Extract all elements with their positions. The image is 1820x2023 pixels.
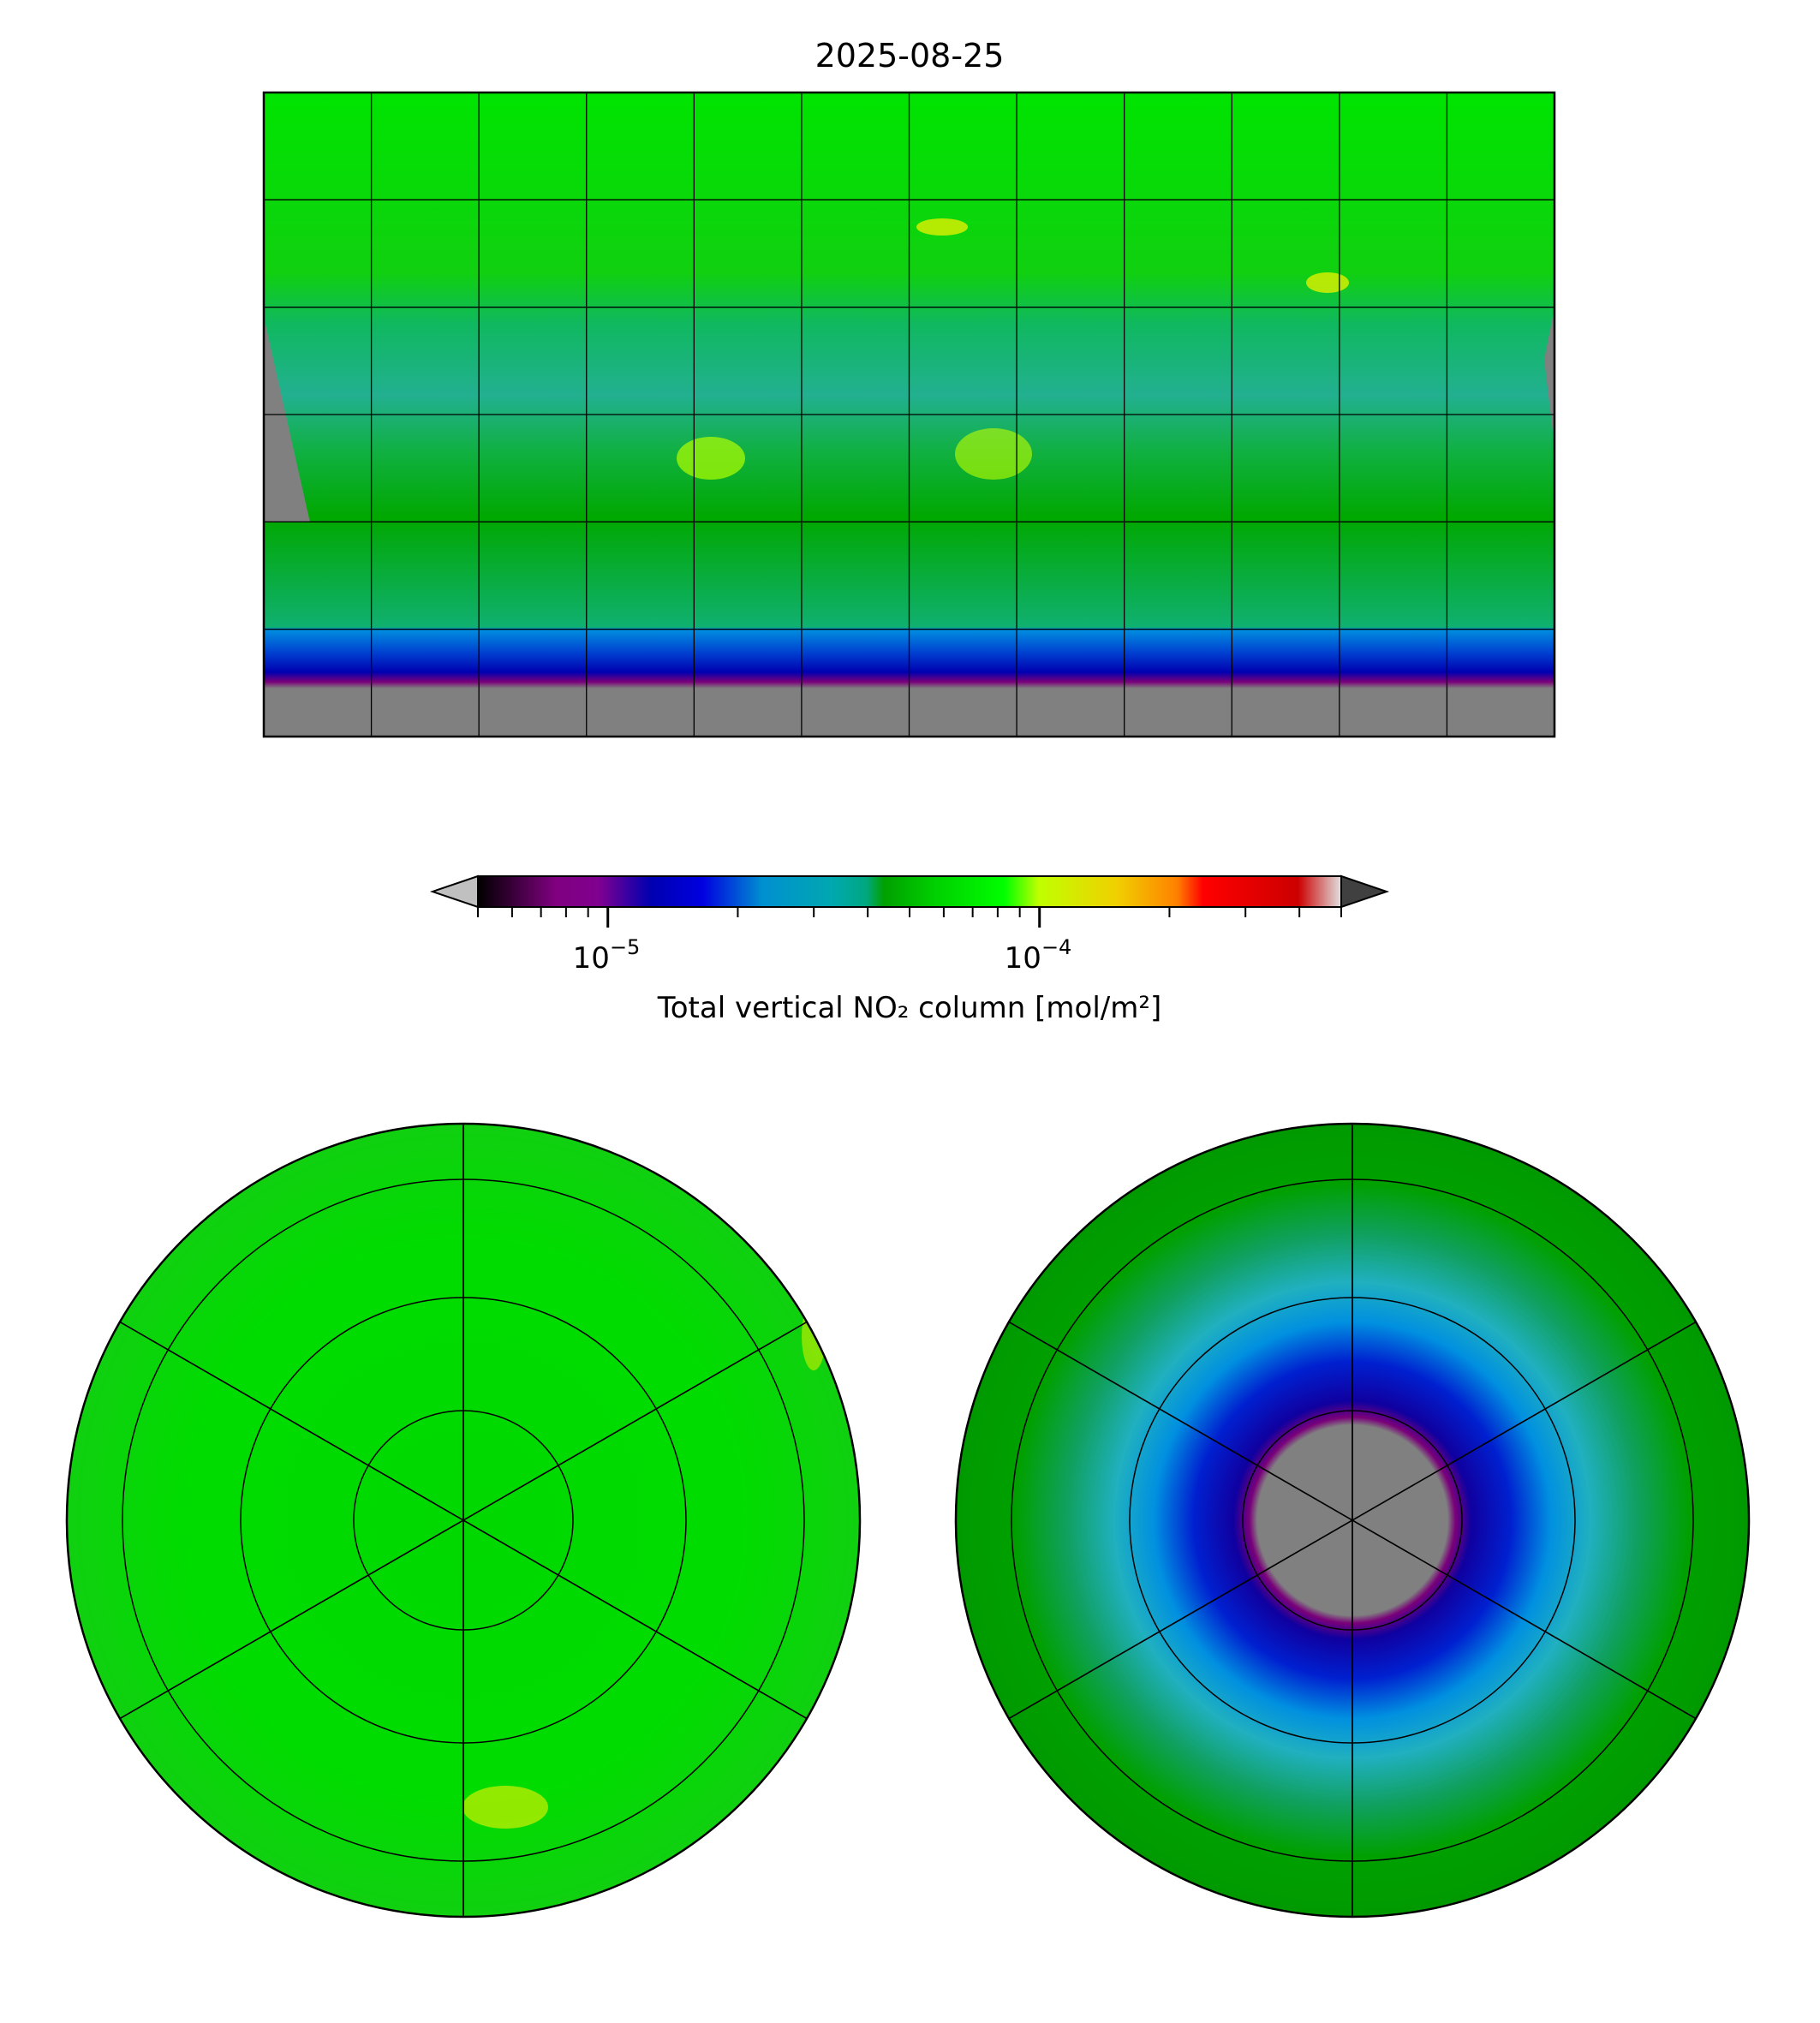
south-polar-graticule — [1008, 1124, 1697, 1917]
global-map-frame — [262, 91, 1556, 738]
missing-data-swath — [264, 317, 310, 522]
colorbar-over-extension — [1340, 874, 1390, 909]
meridian-line — [462, 1519, 808, 1720]
meridian-line — [1008, 1321, 1353, 1521]
colorbar: 10−5 10−4 Total vertical NO₂ column [mol… — [429, 874, 1390, 1025]
colorbar-gradient — [477, 875, 1342, 908]
hotspot-east-asia — [1306, 272, 1349, 293]
meridian-line — [119, 1321, 464, 1521]
hotspot-europe-polar — [462, 1786, 548, 1829]
colorbar-ticks — [477, 907, 1342, 928]
hotspot-south-america — [677, 437, 745, 480]
hotspot-africa — [955, 428, 1032, 480]
global-map — [262, 91, 1556, 738]
meridian-line — [1352, 1321, 1697, 1521]
north-polar-graticule — [119, 1124, 808, 1917]
figure-title: 2025-08-25 — [815, 37, 1005, 75]
colorbar-tick-label: 10−5 — [573, 935, 641, 976]
south-polar-boundary — [954, 1122, 1751, 1919]
north-polar-boundary — [65, 1122, 862, 1919]
colorbar-under-extension — [429, 874, 479, 909]
missing-data-swath — [1544, 308, 1554, 445]
meridian-line — [119, 1519, 464, 1720]
south-polar-map — [954, 1122, 1751, 1919]
global-graticule — [264, 92, 1554, 737]
hotspot-europe — [916, 218, 968, 236]
meridian-line — [1008, 1519, 1353, 1720]
north-polar-map — [65, 1122, 862, 1919]
meridian-line — [462, 1321, 808, 1521]
colorbar-tick-label: 10−4 — [1005, 935, 1072, 976]
meridian-line — [1352, 1519, 1697, 1720]
colorbar-label: Total vertical NO₂ column [mol/m²] — [657, 991, 1162, 1025]
